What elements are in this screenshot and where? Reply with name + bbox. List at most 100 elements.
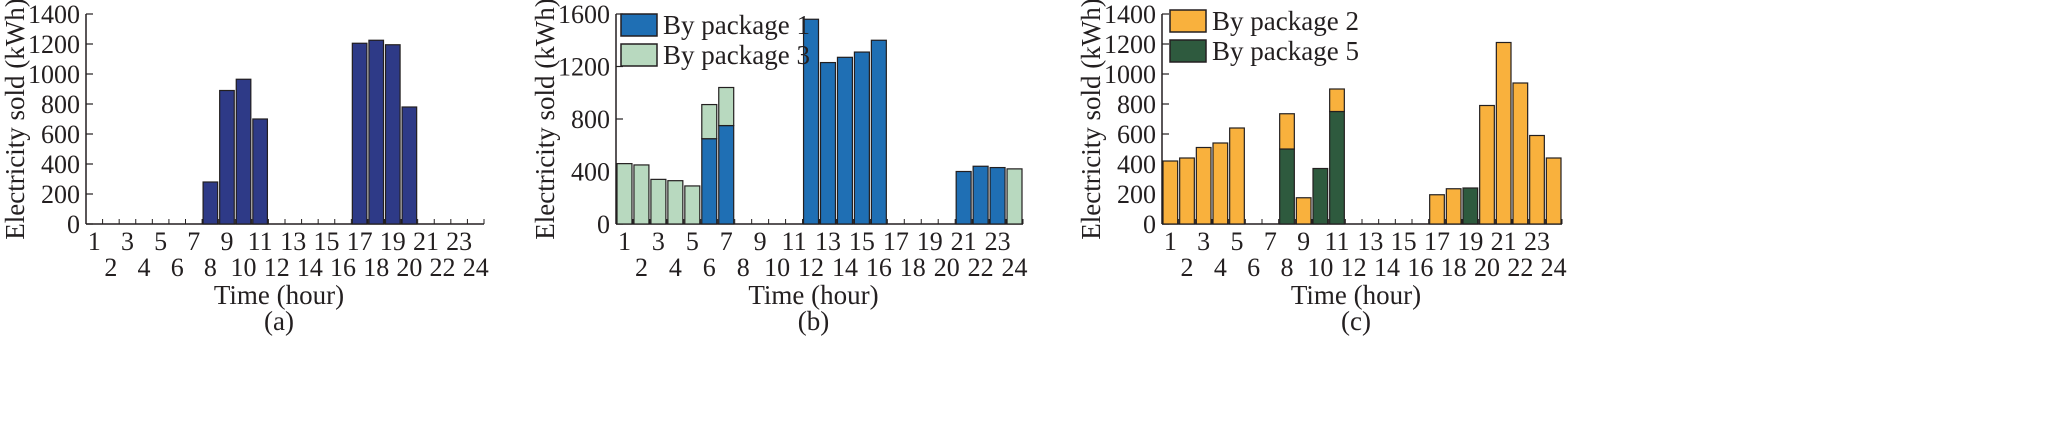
x-tick-label: 9 — [754, 227, 767, 256]
x-tick-label: 12 — [798, 253, 824, 282]
x-tick-label: 13 — [1357, 227, 1383, 256]
x-tick-label: 16 — [330, 253, 356, 282]
x-tick-label: 19 — [1457, 227, 1483, 256]
x-tick-label: 1 — [88, 227, 101, 256]
x-tick-label: 24 — [1541, 253, 1567, 282]
bar-1-hour-11 — [252, 118, 269, 225]
y-tick-label: 1000 — [28, 60, 80, 89]
x-tick-label: 23 — [1524, 227, 1550, 256]
bar-2-hour-11 — [1329, 88, 1345, 113]
bar-1-hour-7 — [718, 124, 735, 225]
bar-2-hour-1 — [1162, 160, 1179, 225]
x-tick-label: 20 — [396, 253, 422, 282]
x-tick-label: 18 — [1441, 253, 1467, 282]
y-tick-label: 1600 — [558, 0, 610, 29]
x-tick-label: 13 — [280, 227, 306, 256]
bar-1-hour-11 — [1329, 110, 1345, 225]
x-tick-label: 8 — [1281, 253, 1294, 282]
bar-2-hour-24 — [1545, 157, 1562, 225]
legend-swatch — [1169, 9, 1207, 33]
y-tick-label: 1400 — [28, 0, 80, 29]
x-tick-label: 15 — [849, 227, 875, 256]
legend-label: By package 1 — [663, 10, 810, 40]
legend-swatch — [1169, 39, 1207, 63]
bar-2-hour-5 — [684, 185, 701, 225]
y-tick-label: 1200 — [28, 30, 80, 59]
y-tick-label: 1200 — [1104, 30, 1156, 59]
x-tick-label: 21 — [951, 227, 977, 256]
x-tick-label: 3 — [1197, 227, 1210, 256]
legend-swatch — [620, 13, 658, 37]
y-tick-label: 400 — [41, 150, 80, 179]
x-tick-label: 4 — [138, 253, 151, 282]
x-tick-label: 22 — [968, 253, 994, 282]
x-tick-label: 14 — [832, 253, 858, 282]
y-tick-label: 800 — [571, 105, 610, 134]
x-tick-label: 13 — [815, 227, 841, 256]
bar-2-hour-21 — [1495, 41, 1512, 225]
x-tick-label: 21 — [1491, 227, 1517, 256]
legend-label: By package 3 — [663, 40, 810, 70]
bar-2-hour-4 — [667, 180, 684, 225]
x-tick-label: 15 — [1391, 227, 1417, 256]
x-axis-title: Time (hour) — [214, 280, 344, 310]
x-tick-label: 23 — [985, 227, 1011, 256]
bar-2-hour-1 — [616, 163, 633, 225]
x-tick-label: 14 — [297, 253, 323, 282]
panel-label: (a) — [264, 306, 294, 336]
bar-2-hour-20 — [1479, 104, 1495, 225]
x-tick-label: 19 — [917, 227, 943, 256]
panel-label: (c) — [1341, 306, 1371, 336]
y-tick-label: 400 — [571, 158, 610, 187]
x-tick-label: 9 — [1297, 227, 1310, 256]
bar-1-hour-19 — [1462, 187, 1479, 225]
x-tick-label: 11 — [1324, 227, 1349, 256]
x-tick-label: 21 — [413, 227, 439, 256]
bar-1-hour-13 — [819, 61, 837, 225]
x-tick-label: 17 — [347, 227, 373, 256]
bar-1-hour-14 — [836, 56, 854, 225]
bar-2-hour-5 — [1229, 127, 1245, 225]
x-tick-label: 6 — [171, 253, 184, 282]
bar-1-hour-18 — [368, 39, 385, 225]
bar-1-hour-12 — [802, 18, 820, 225]
bar-2-hour-3 — [1195, 146, 1212, 225]
bar-1-hour-17 — [351, 42, 368, 225]
y-tick-label: 200 — [1117, 180, 1156, 209]
x-tick-label: 8 — [204, 253, 217, 282]
bar-2-hour-8 — [1279, 113, 1295, 150]
x-tick-label: 17 — [1424, 227, 1450, 256]
x-tick-label: 11 — [782, 227, 807, 256]
y-axis-title: Electricity sold (kWh) — [0, 0, 30, 240]
y-tick-label: 600 — [1117, 120, 1156, 149]
bar-1-hour-19 — [384, 44, 401, 225]
y-tick-label: 1200 — [558, 53, 610, 82]
x-tick-label: 23 — [446, 227, 472, 256]
bar-1-hour-21 — [955, 170, 972, 225]
y-tick-label: 800 — [41, 90, 80, 119]
x-tick-label: 14 — [1374, 253, 1400, 282]
x-tick-label: 1 — [618, 227, 631, 256]
x-tick-label: 8 — [737, 253, 750, 282]
bar-2-hour-4 — [1212, 142, 1229, 225]
y-tick-label: 0 — [67, 210, 80, 239]
x-tick-label: 15 — [313, 227, 339, 256]
y-tick-label: 800 — [1117, 90, 1156, 119]
bar-1-hour-6 — [701, 138, 718, 225]
x-tick-label: 6 — [703, 253, 716, 282]
y-tick-label: 0 — [1143, 210, 1156, 239]
x-tick-label: 19 — [380, 227, 406, 256]
x-tick-label: 12 — [1341, 253, 1367, 282]
x-tick-label: 5 — [154, 227, 167, 256]
x-tick-label: 17 — [883, 227, 909, 256]
bar-2-hour-18 — [1445, 188, 1462, 225]
x-axis-title: Time (hour) — [748, 280, 878, 310]
bar-1-hour-15 — [853, 51, 870, 225]
y-tick-label: 600 — [41, 120, 80, 149]
x-tick-label: 4 — [1214, 253, 1227, 282]
bar-1-hour-23 — [989, 166, 1006, 225]
x-tick-label: 7 — [187, 227, 200, 256]
x-tick-label: 10 — [764, 253, 790, 282]
bar-2-hour-2 — [633, 164, 650, 225]
x-tick-label: 20 — [934, 253, 960, 282]
